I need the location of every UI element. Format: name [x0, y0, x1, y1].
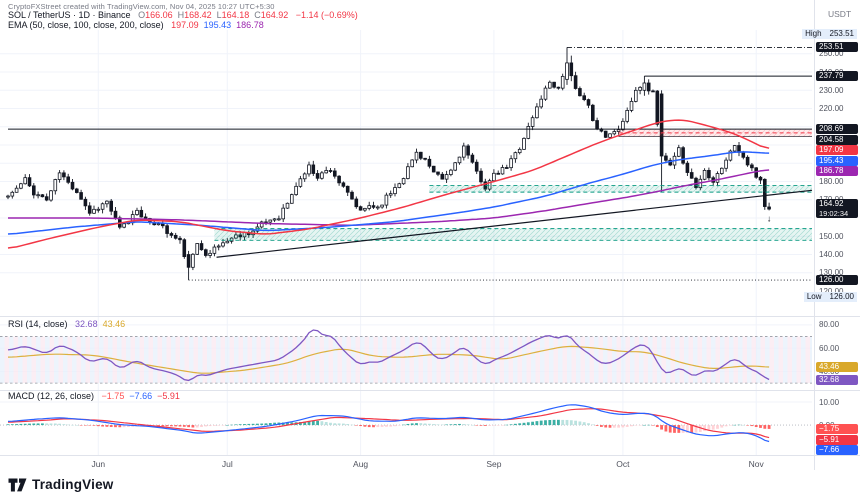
- price-axis-badge: 164.92 19:02:34: [816, 199, 858, 219]
- ohlc-key: O: [138, 10, 146, 20]
- time-axis-label-aug: Aug: [353, 459, 369, 469]
- rsi-legend[interactable]: RSI (14, close) 32.68 43.46: [8, 319, 125, 329]
- ohlc-value: 164.18: [221, 10, 250, 20]
- ema-values: 197.09 195.43 186.78: [166, 20, 264, 30]
- tradingview-logo[interactable]: TradingView: [8, 477, 113, 492]
- ohlc-key: C: [254, 10, 261, 20]
- change-value: −1.14 (−0.69%): [295, 10, 358, 20]
- macd-values: −1.75 −7.66 −5.91: [97, 391, 180, 401]
- rsi-axis-badge: 32.68: [816, 374, 858, 385]
- price-tick: 230.00: [819, 85, 844, 95]
- price-tick: 180.00: [819, 177, 844, 187]
- high-value: 253.51: [829, 29, 854, 38]
- time-axis-label-jul: Jul: [221, 459, 233, 469]
- high-label: High: [805, 29, 822, 38]
- legend-value: −5.91: [157, 391, 180, 401]
- rsi-values: 32.68 43.46: [70, 319, 125, 329]
- legend-value: 197.09: [171, 20, 199, 30]
- low-label: Low: [806, 292, 822, 301]
- ema-legend[interactable]: EMA (50, close, 100, close, 200, close) …: [8, 20, 264, 30]
- symbol-title[interactable]: SOL / TetherUS · 1D · Binance: [8, 10, 131, 20]
- ohlc-value: 166.06: [145, 10, 173, 20]
- rsi-tick: 80.00: [819, 320, 840, 330]
- price-axis-badge: 197.09: [816, 145, 858, 156]
- macd-tick: 10.00: [819, 397, 840, 407]
- price-tick: 130.00: [819, 268, 844, 278]
- price-tick: 220.00: [819, 104, 844, 114]
- time-axis-label-sep: Sep: [486, 459, 502, 469]
- price-axis-badge: 126.00: [816, 275, 858, 286]
- price-tick: 140.00: [819, 250, 844, 260]
- axis-currency-label: USDT: [828, 9, 852, 19]
- time-axis-label-jun: Jun: [91, 459, 106, 469]
- price-axis-badge: 237.79: [816, 71, 858, 82]
- rsi-axis-badge: 43.46: [816, 362, 858, 373]
- rsi-label: RSI (14, close): [8, 319, 68, 329]
- low-value: 126.00: [829, 292, 854, 301]
- legend-value: 186.78: [236, 20, 264, 30]
- macd-legend[interactable]: MACD (12, 26, close) −1.75 −7.66 −5.91: [8, 391, 180, 401]
- macd-axis-badge: −7.66: [816, 445, 858, 456]
- time-axis-label-oct: Oct: [616, 459, 630, 469]
- ohlc-key: L: [216, 10, 222, 20]
- ema-label: EMA (50, close, 100, close, 200, close): [8, 20, 164, 30]
- low-price-callout: Low 126.00: [803, 292, 857, 302]
- legend-value: −1.75: [101, 391, 125, 401]
- legend-value: −7.66: [129, 391, 153, 401]
- ohlc-value: 168.42: [184, 10, 212, 20]
- legend-value: 32.68: [75, 319, 98, 329]
- time-axis[interactable]: [0, 456, 814, 472]
- macd-axis-badge: −1.75: [816, 424, 858, 435]
- price-tick: 120.00: [819, 287, 843, 296]
- tradingview-logo-text: TradingView: [32, 477, 114, 492]
- ohlc-key: H: [177, 10, 185, 20]
- price-axis-badge: 208.69: [816, 124, 858, 135]
- ohlc-values: O166.06 H168.42 L164.18 C164.92: [133, 10, 288, 20]
- price-axis-badge: 186.78: [816, 166, 858, 177]
- macd-axis-badge: −5.91: [816, 434, 858, 445]
- tradingview-logo-icon: [8, 478, 27, 491]
- high-price-callout: High 253.51: [802, 29, 857, 39]
- rsi-tick: 60.00: [819, 343, 840, 353]
- price-axis-badge: 195.43: [816, 155, 858, 166]
- price-axis-badge: 204.58: [816, 134, 858, 145]
- price-tick: 150.00: [819, 231, 844, 241]
- svg-text:↓: ↓: [767, 213, 772, 223]
- legend-value: 195.43: [203, 20, 232, 30]
- time-axis-label-nov: Nov: [748, 459, 764, 469]
- legend-value: 43.46: [102, 319, 126, 329]
- watermark: CryptoFXStreet created with TradingView.…: [8, 2, 275, 11]
- ohlc-value: 164.92: [260, 10, 289, 20]
- price-tick: 250.00: [819, 49, 844, 59]
- price-axis-badge: 253.51: [816, 42, 858, 53]
- macd-label: MACD (12, 26, close): [8, 391, 95, 401]
- symbol-legend[interactable]: SOL / TetherUS · 1D · Binance O166.06 H16…: [8, 10, 358, 20]
